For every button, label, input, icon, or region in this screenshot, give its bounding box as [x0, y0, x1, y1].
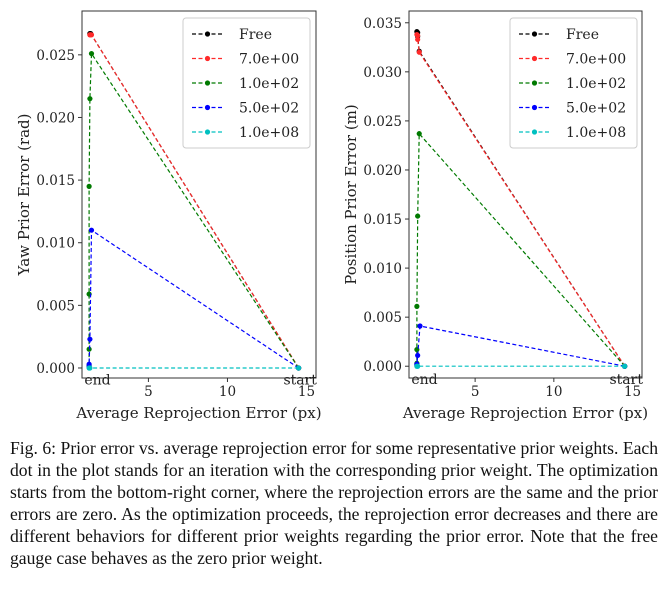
legend-label: Free	[566, 27, 599, 43]
annotation-end: end	[411, 372, 437, 388]
legend-swatch-dot	[531, 31, 538, 37]
y-tick-label: 0.020	[363, 163, 402, 179]
y-axis-title: Position Prior Error (m)	[342, 104, 360, 285]
series-point	[296, 365, 302, 371]
chart-panel-yaw: 5 10 15 0.000 0.005 0.010 0.015 0.020 0.025 Avera…	[15, 10, 322, 422]
x-tick-label: 5	[471, 384, 480, 400]
series-point	[87, 96, 93, 102]
legend-swatch-dot	[531, 55, 538, 62]
series-point	[622, 363, 628, 369]
y-tick-label: 0.005	[363, 310, 402, 326]
legend: Free 7.0e+00 1.0e+02 5.0e+02 1.0e+08	[182, 17, 311, 149]
x-tick-label: 15	[624, 384, 641, 400]
series-point	[415, 352, 421, 359]
y-tick-label: 0.015	[363, 212, 402, 228]
legend-label: Free	[239, 27, 272, 43]
y-tick-label: 0.005	[36, 298, 75, 314]
chart-panel-position: 5 10 15 0.000 0.005 0.010 0.015 0.020 0.025 0.030…	[342, 10, 648, 422]
series-point	[87, 336, 93, 342]
legend-swatch-dot	[204, 55, 211, 62]
figure: 5 10 15 0.000 0.005 0.010 0.015 0.020 0.025 Avera…	[15, 10, 648, 422]
y-tick-label: 0.010	[36, 236, 75, 252]
series-point	[88, 227, 95, 233]
legend-swatch-dot	[531, 104, 538, 111]
series-point	[416, 49, 422, 55]
series-point	[414, 31, 420, 38]
legend-label: 1.0e+08	[566, 125, 626, 141]
legend-box	[509, 17, 638, 149]
y-tick-label: 0.015	[36, 173, 75, 189]
legend-label: 7.0e+00	[566, 52, 626, 68]
x-tick-label: 10	[545, 384, 562, 400]
y-axis-title: Yaw Prior Error (rad)	[15, 114, 33, 277]
x-tick-label: 10	[219, 384, 236, 400]
x-tick-label: 5	[144, 384, 153, 400]
series-point	[414, 303, 420, 309]
x-tick-label: 15	[298, 384, 315, 400]
legend-box	[182, 17, 311, 149]
legend: Free 7.0e+00 1.0e+02 5.0e+02 1.0e+08	[509, 17, 638, 149]
series-point	[86, 365, 92, 371]
series-point	[88, 50, 95, 57]
legend-swatch-dot	[204, 129, 211, 135]
legend-label: 7.0e+00	[239, 52, 299, 68]
legend-swatch-dot	[204, 31, 211, 37]
y-tick-label: 0.035	[363, 16, 402, 32]
y-tick-label: 0.000	[36, 361, 75, 377]
legend-swatch-dot	[204, 104, 211, 111]
annotation-start: start	[283, 372, 317, 388]
series-point	[415, 213, 421, 219]
legend-label: 5.0e+02	[566, 101, 626, 117]
series-line-2	[416, 132, 626, 367]
y-tick-label: 0.020	[36, 110, 75, 126]
legend-label: 1.0e+02	[566, 76, 626, 92]
legend-label: 5.0e+02	[239, 101, 299, 117]
y-tick-label: 0.000	[363, 359, 402, 375]
y-tick-label: 0.025	[363, 114, 402, 130]
series-point	[417, 323, 423, 329]
annotation-end: end	[84, 372, 110, 388]
y-tick-label: 0.025	[36, 48, 75, 64]
plot-frame	[81, 10, 317, 379]
series-line-3	[88, 229, 299, 369]
plot-frame	[408, 10, 643, 379]
x-axis-title: Average Reprojection Error (px)	[75, 404, 321, 422]
legend-swatch-dot	[531, 80, 538, 86]
series-point	[416, 131, 422, 137]
legend-swatch-dot	[204, 80, 211, 86]
figure-caption: Fig. 6: Prior error vs. average reprojec…	[10, 438, 658, 568]
series-point	[414, 363, 420, 369]
legend-label: 1.0e+02	[239, 76, 299, 92]
series-point	[415, 36, 421, 43]
series-point	[87, 32, 93, 38]
y-tick-label: 0.010	[363, 261, 402, 277]
legend-swatch-dot	[531, 129, 538, 135]
legend-label: 1.0e+08	[239, 125, 299, 141]
series-line-3	[416, 325, 625, 367]
x-axis-title: Average Reprojection Error (px)	[402, 404, 648, 422]
series-point	[86, 183, 92, 189]
annotation-start: start	[610, 372, 644, 388]
y-tick-label: 0.030	[363, 65, 402, 81]
